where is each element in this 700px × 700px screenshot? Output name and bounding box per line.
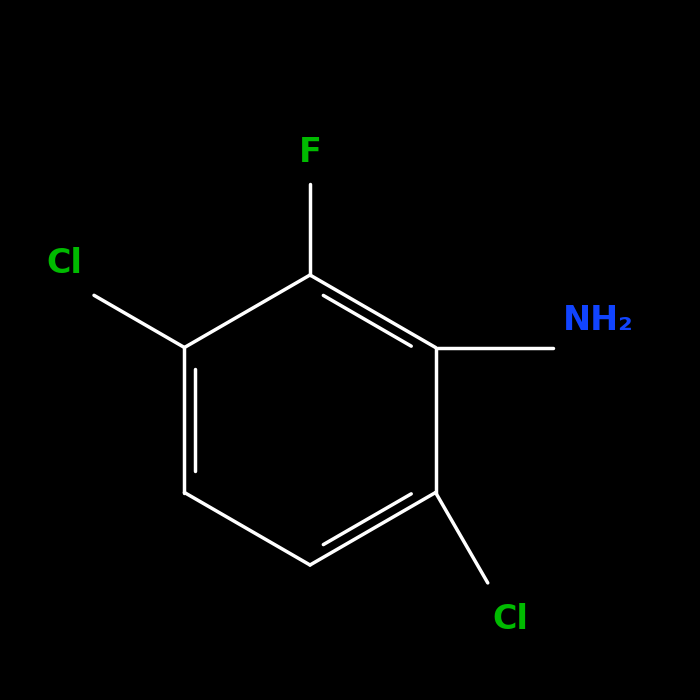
Text: Cl: Cl (46, 247, 82, 280)
Text: Cl: Cl (493, 603, 528, 636)
Text: NH₂: NH₂ (563, 304, 634, 337)
Text: F: F (299, 136, 321, 169)
